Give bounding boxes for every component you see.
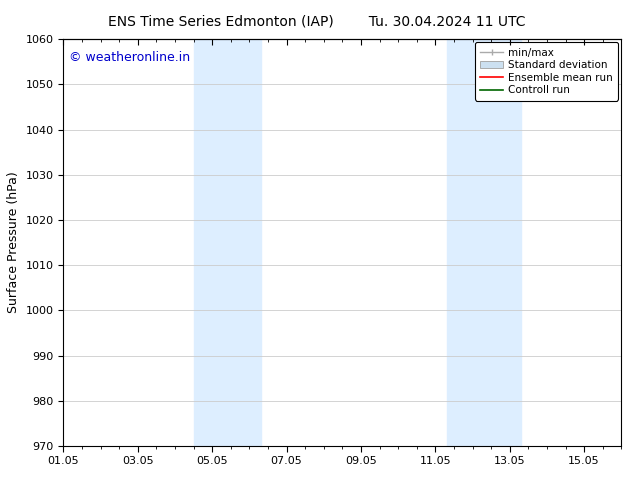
Text: © weatheronline.in: © weatheronline.in bbox=[69, 51, 190, 64]
Text: ENS Time Series Edmonton (IAP)        Tu. 30.04.2024 11 UTC: ENS Time Series Edmonton (IAP) Tu. 30.04… bbox=[108, 15, 526, 29]
Bar bbox=[446, 39, 521, 446]
Bar bbox=[193, 39, 261, 446]
Legend: min/max, Standard deviation, Ensemble mean run, Controll run: min/max, Standard deviation, Ensemble me… bbox=[475, 42, 618, 100]
Y-axis label: Surface Pressure (hPa): Surface Pressure (hPa) bbox=[7, 172, 20, 314]
